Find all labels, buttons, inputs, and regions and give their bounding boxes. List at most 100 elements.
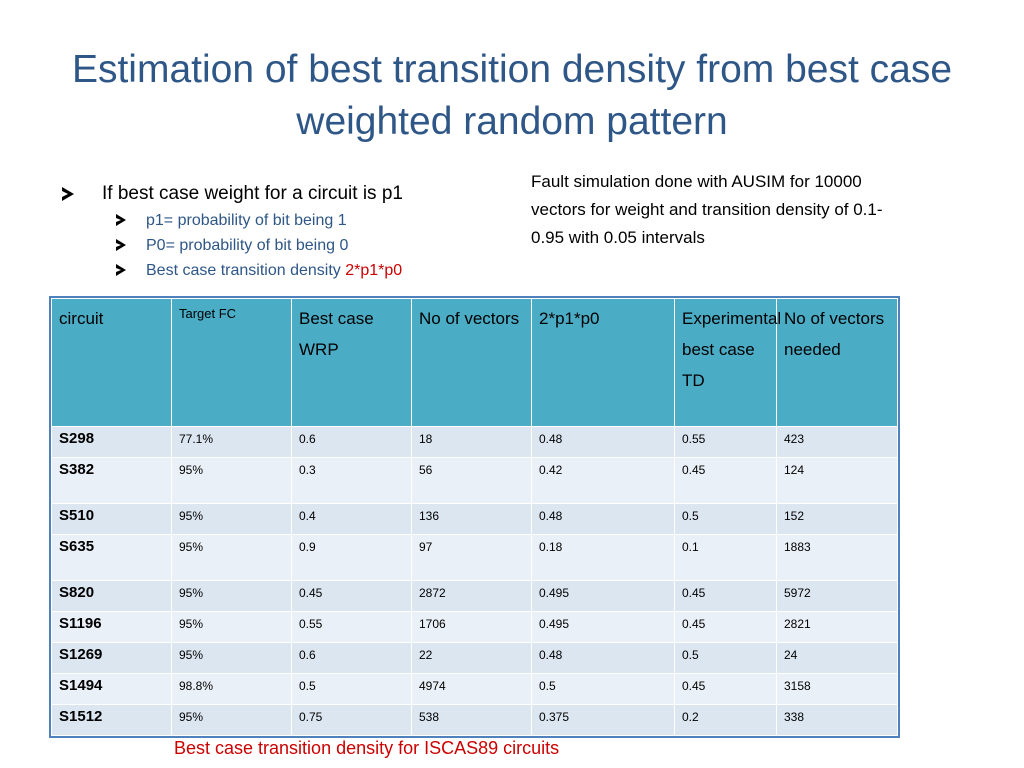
table-cell: 0.75 bbox=[291, 704, 412, 736]
table-cell: 0.6 bbox=[291, 642, 412, 674]
header-cell: Best case WRP bbox=[291, 298, 412, 427]
sub-bullet-text: Best case transition density bbox=[146, 262, 346, 279]
circuit-name-cell: S1494 bbox=[51, 673, 172, 705]
table-cell: 0.55 bbox=[291, 611, 412, 643]
table-cell: 97 bbox=[411, 534, 532, 581]
table-cell: 2872 bbox=[411, 580, 532, 612]
table-row: S635 95% 0.9 97 0.18 0.1 1883 bbox=[51, 534, 898, 581]
header-cell: No of vectors needed bbox=[776, 298, 898, 427]
table-cell: 95% bbox=[171, 580, 292, 612]
table-cell: 0.45 bbox=[674, 580, 777, 612]
table-row: S1196 95% 0.55 1706 0.495 0.45 2821 bbox=[51, 611, 898, 643]
table-cell: 0.48 bbox=[531, 503, 675, 535]
table-cell: 0.495 bbox=[531, 611, 675, 643]
circuit-name-cell: S382 bbox=[51, 457, 172, 504]
arrow-bullet-icon bbox=[116, 239, 126, 251]
table-cell: 0.5 bbox=[674, 503, 777, 535]
arrow-bullet-icon bbox=[62, 187, 74, 201]
header-cell: Target FC bbox=[171, 298, 292, 427]
table-cell: 95% bbox=[171, 642, 292, 674]
bullet-list: If best case weight for a circuit is p1 … bbox=[62, 180, 532, 283]
table-cell: 0.4 bbox=[291, 503, 412, 535]
table-cell: 0.45 bbox=[291, 580, 412, 612]
table-cell: 0.9 bbox=[291, 534, 412, 581]
table-cell: 95% bbox=[171, 534, 292, 581]
circuit-name-cell: S1196 bbox=[51, 611, 172, 643]
table-cell: 1706 bbox=[411, 611, 532, 643]
table-cell: 0.1 bbox=[674, 534, 777, 581]
table-cell: 24 bbox=[776, 642, 898, 674]
table-cell: 5972 bbox=[776, 580, 898, 612]
sub-bullet: p1= probability of bit being 1 bbox=[62, 208, 532, 233]
table-cell: 0.45 bbox=[674, 673, 777, 705]
sub-bullet: P0= probability of bit being 0 bbox=[62, 233, 532, 258]
table-cell: 0.5 bbox=[674, 642, 777, 674]
arrow-bullet-icon bbox=[116, 214, 126, 226]
table-cell: 152 bbox=[776, 503, 898, 535]
header-cell: circuit bbox=[51, 298, 172, 427]
circuit-name-cell: S298 bbox=[51, 426, 172, 458]
table-cell: 1883 bbox=[776, 534, 898, 581]
table-cell: 0.48 bbox=[531, 426, 675, 458]
simulation-note: Fault simulation done with AUSIM for 100… bbox=[531, 172, 883, 247]
table-row: S382 95% 0.3 56 0.42 0.45 124 bbox=[51, 457, 898, 504]
table-body: S298 77.1% 0.6 18 0.48 0.55 423 S382 95% 0.3 56 0.4… bbox=[51, 426, 898, 736]
table-cell: 77.1% bbox=[171, 426, 292, 458]
table-cell: 124 bbox=[776, 457, 898, 504]
table-cell: 56 bbox=[411, 457, 532, 504]
table-row: S1494 98.8% 0.5 4974 0.5 0.45 3158 bbox=[51, 673, 898, 705]
table-cell: 0.45 bbox=[674, 457, 777, 504]
table-cell: 95% bbox=[171, 704, 292, 736]
table-cell: 0.5 bbox=[291, 673, 412, 705]
table-cell: 22 bbox=[411, 642, 532, 674]
circuit-name-cell: S820 bbox=[51, 580, 172, 612]
table-cell: 0.375 bbox=[531, 704, 675, 736]
header-cell: Experimental best case TD bbox=[674, 298, 781, 427]
bullet-main-text: If best case weight for a circuit is p1 bbox=[102, 183, 403, 204]
table-cell: 423 bbox=[776, 426, 898, 458]
table-cell: 95% bbox=[171, 611, 292, 643]
table-cell: 538 bbox=[411, 704, 532, 736]
table-cell: 4974 bbox=[411, 673, 532, 705]
table-cell: 95% bbox=[171, 457, 292, 504]
circuit-name-cell: S1269 bbox=[51, 642, 172, 674]
header-row: circuit Target FC Best case WRP No of ve… bbox=[51, 298, 898, 427]
circuit-name-cell: S1512 bbox=[51, 704, 172, 736]
table-cell: 18 bbox=[411, 426, 532, 458]
table-cell: 0.48 bbox=[531, 642, 675, 674]
table-row: S1269 95% 0.6 22 0.48 0.5 24 bbox=[51, 642, 898, 674]
header-cell: 2*p1*p0 bbox=[531, 298, 675, 427]
table-cell: 3158 bbox=[776, 673, 898, 705]
table-cell: 98.8% bbox=[171, 673, 292, 705]
sub-bullet-list: p1= probability of bit being 1 P0= proba… bbox=[62, 208, 532, 283]
table-row: S1512 95% 0.75 538 0.375 0.2 338 bbox=[51, 704, 898, 736]
circuit-name-cell: S635 bbox=[51, 534, 172, 581]
table-row: S510 95% 0.4 136 0.48 0.5 152 bbox=[51, 503, 898, 535]
sub-bullet-text: P0= probability of bit being 0 bbox=[146, 237, 349, 254]
table-cell: 0.5 bbox=[531, 673, 675, 705]
bullet-main: If best case weight for a circuit is p1 bbox=[62, 180, 532, 208]
table-row: S820 95% 0.45 2872 0.495 0.45 5972 bbox=[51, 580, 898, 612]
results-table: circuit Target FC Best case WRP No of ve… bbox=[49, 296, 900, 738]
table-cell: 95% bbox=[171, 503, 292, 535]
table-cell: 0.6 bbox=[291, 426, 412, 458]
table-cell: 338 bbox=[776, 704, 898, 736]
header-cell: No of vectors bbox=[411, 298, 532, 427]
circuit-name-cell: S510 bbox=[51, 503, 172, 535]
formula-text: 2*p1*p0 bbox=[345, 262, 403, 279]
arrow-bullet-icon bbox=[116, 264, 126, 276]
table-cell: 0.495 bbox=[531, 580, 675, 612]
sub-bullet: Best case transition density 2*p1*p0 bbox=[62, 258, 532, 283]
table-cell: 0.42 bbox=[531, 457, 675, 504]
table-cell: 0.45 bbox=[674, 611, 777, 643]
table-cell: 2821 bbox=[776, 611, 898, 643]
table-cell: 0.55 bbox=[674, 426, 777, 458]
sub-bullet-text: p1= probability of bit being 1 bbox=[146, 212, 347, 229]
table-caption: Best case transition density for ISCAS89… bbox=[174, 738, 560, 758]
slide-title: Estimation of best transition density fr… bbox=[71, 48, 953, 143]
table-cell: 0.2 bbox=[674, 704, 777, 736]
table-cell: 136 bbox=[411, 503, 532, 535]
table-cell: 0.18 bbox=[531, 534, 675, 581]
table-row: S298 77.1% 0.6 18 0.48 0.55 423 bbox=[51, 426, 898, 458]
table-cell: 0.3 bbox=[291, 457, 412, 504]
